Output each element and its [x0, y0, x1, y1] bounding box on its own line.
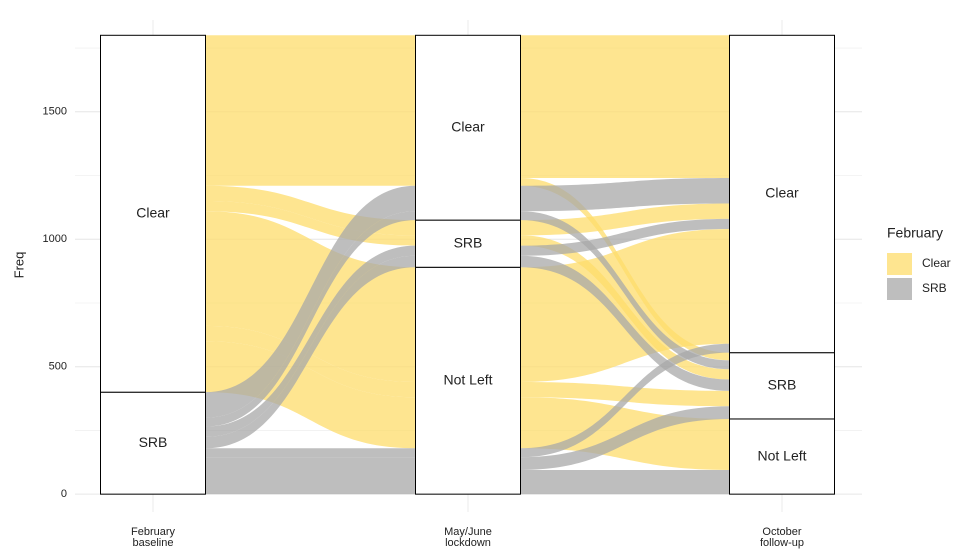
flow [520, 343, 730, 458]
stratum-label: Not Left [443, 371, 492, 387]
flow [205, 185, 416, 418]
flow [205, 469, 416, 495]
flow [205, 325, 416, 398]
stratum-label: Clear [451, 118, 485, 134]
x-tick-label: follow-up [760, 537, 804, 549]
stratum [100, 391, 206, 495]
y-tick-label: 1500 [43, 106, 67, 118]
flows [205, 35, 730, 495]
flow [205, 448, 416, 458]
flow [520, 218, 730, 256]
strata: SRB Clear Not Left SRB Clear Not Left SRB Clear [100, 34, 835, 495]
flow [205, 255, 416, 449]
stratum [729, 34, 835, 354]
stratum-label: Clear [136, 204, 170, 220]
flow [520, 406, 730, 470]
flow [520, 178, 730, 212]
flow [520, 381, 730, 407]
stratum-label: Not Left [757, 447, 806, 463]
legend-key [887, 278, 912, 300]
stratum [100, 34, 206, 393]
legend-title: February [887, 225, 943, 241]
stratum-label: SRB [768, 377, 797, 393]
legend-label: Clear [922, 256, 951, 270]
flow [520, 211, 730, 370]
x-tick-label: lockdown [445, 537, 491, 549]
x-tick-label: February [131, 526, 176, 538]
legend-label: SRB [922, 281, 947, 295]
y-tick-label: 1000 [43, 233, 67, 245]
flow [205, 35, 416, 179]
x-tick-label: baseline [133, 537, 174, 549]
stratum-label: SRB [139, 434, 168, 450]
stratum [729, 418, 835, 495]
flow [205, 341, 416, 449]
stratum [415, 34, 521, 221]
y-tick-label: 500 [49, 361, 67, 373]
flow [205, 211, 416, 427]
flow [205, 245, 416, 437]
stratum [729, 352, 835, 420]
flow [205, 457, 416, 470]
flow [520, 35, 730, 179]
flow [205, 178, 416, 186]
x-tick-label: October [762, 526, 801, 538]
stratum [415, 219, 521, 268]
y-tick-label: 0 [61, 488, 67, 500]
flow [520, 469, 730, 495]
flow [520, 229, 730, 382]
stratum-label: Clear [765, 185, 799, 201]
flow [520, 255, 730, 391]
x-tick-label: May/June [444, 526, 492, 538]
legend-key [887, 253, 912, 275]
stratum [415, 266, 521, 495]
y-axis-label: Freq [11, 252, 26, 279]
stratum-label: SRB [454, 234, 483, 250]
